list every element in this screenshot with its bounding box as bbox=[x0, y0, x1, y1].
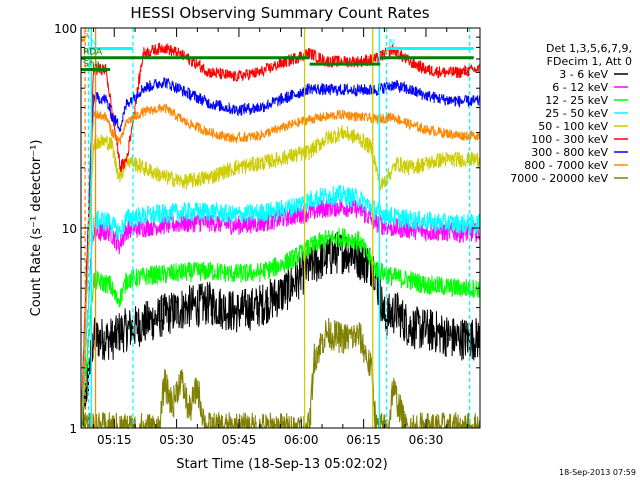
legend-label-7: 300 - 800 keV bbox=[531, 146, 608, 159]
x-tick-label: 05:30 bbox=[159, 433, 194, 447]
series-line-8 bbox=[80, 103, 481, 429]
legend-label-8: 800 - 7000 keV bbox=[524, 159, 608, 172]
series-line-4 bbox=[80, 183, 481, 429]
x-tick-label: 05:15 bbox=[97, 433, 132, 447]
y-tick-label: 1 bbox=[69, 422, 77, 436]
series-line-2 bbox=[80, 197, 481, 429]
chart-title: HESSI Observing Summary Count Rates bbox=[130, 4, 429, 22]
status-label-7: Sha bbox=[83, 60, 100, 70]
x-axis-label: Start Time (18-Sep-13 05:02:02) bbox=[176, 457, 387, 472]
status-label-4: RDA bbox=[83, 48, 103, 58]
legend-label-5: 50 - 100 keV bbox=[538, 120, 608, 133]
series-line-7 bbox=[80, 77, 481, 429]
legend-label-9: 7000 - 20000 keV bbox=[510, 172, 608, 185]
x-tick-label: 06:00 bbox=[284, 433, 319, 447]
x-tick-label: 05:45 bbox=[222, 433, 257, 447]
y-axis-label: Count Rate (s⁻¹ detector⁻¹) bbox=[29, 140, 44, 317]
legend-label-4: 25 - 50 keV bbox=[545, 107, 608, 120]
series-line-1 bbox=[80, 231, 481, 429]
series-line-3 bbox=[80, 227, 481, 429]
x-axis: 05:15 05:30 05:45 06:00 06:15 06:30 bbox=[92, 28, 469, 447]
x-tick-label: 06:15 bbox=[346, 433, 381, 447]
plot-series-group bbox=[80, 42, 481, 430]
x-tick-label: 06:30 bbox=[409, 433, 444, 447]
legend-label-2: 6 - 12 keV bbox=[552, 81, 608, 94]
legend-label-6: 100 - 300 keV bbox=[531, 133, 608, 146]
status-label-1: S bbox=[83, 30, 89, 40]
y-axis: 1 10 100 bbox=[54, 22, 480, 436]
status-label-2: N bbox=[90, 38, 97, 48]
legend-header-line: FDecim 1, Att 0 bbox=[547, 55, 632, 68]
series-line-5 bbox=[80, 125, 481, 428]
footer-timestamp: 18-Sep-2013 07:59 bbox=[559, 468, 636, 477]
legend-header-line: Det 1,3,5,6,7,9, bbox=[546, 42, 632, 55]
y-tick-label: 10 bbox=[62, 222, 77, 236]
legend-label-1: 3 - 6 keV bbox=[559, 68, 608, 81]
y-tick-label: 100 bbox=[54, 22, 77, 36]
legend: Det 1,3,5,6,7,9,FDecim 1, Att 03 - 6 keV… bbox=[510, 42, 632, 185]
legend-label-3: 12 - 25 keV bbox=[545, 94, 608, 107]
status-label-3: N bbox=[388, 38, 395, 48]
